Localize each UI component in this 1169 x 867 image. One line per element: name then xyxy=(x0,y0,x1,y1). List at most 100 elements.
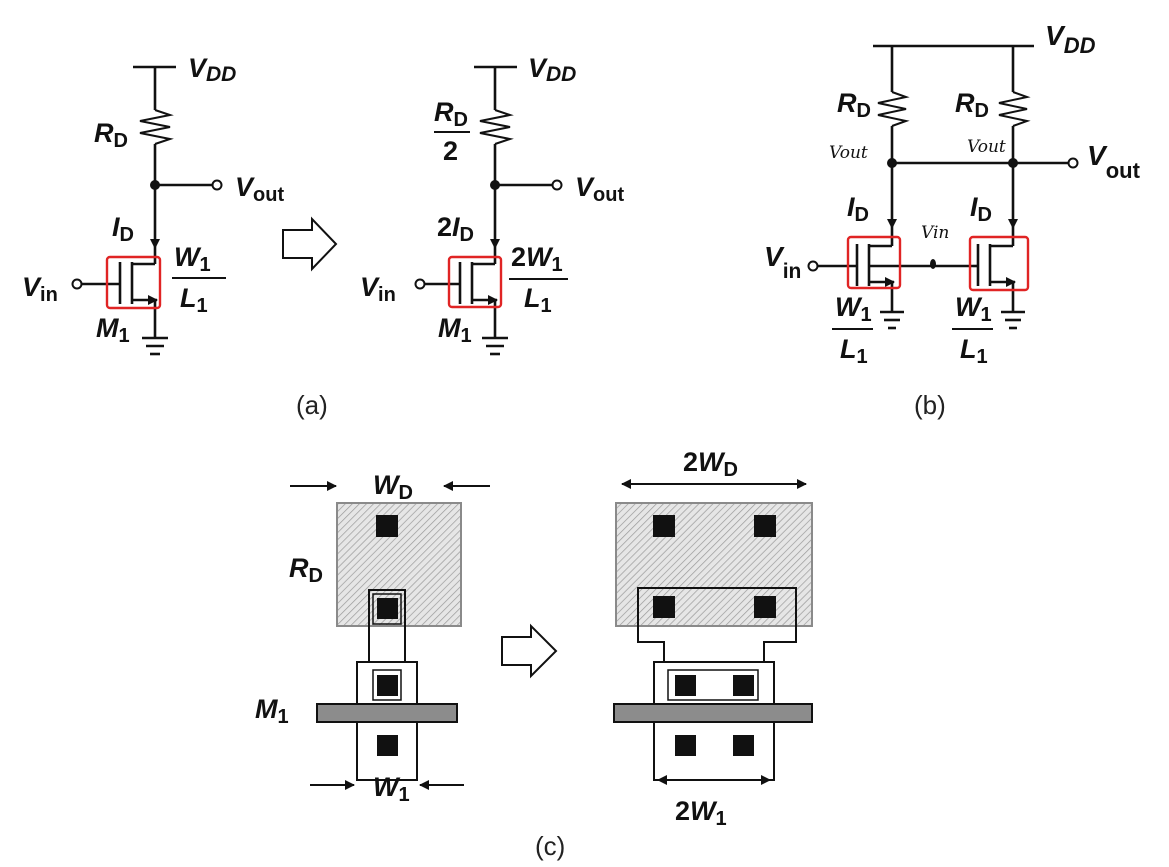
id-label: I xyxy=(112,212,120,242)
panel-c-scaled-layout: 2WD 2W1 xyxy=(613,447,813,830)
w12-label: W xyxy=(690,796,718,826)
id-label: I xyxy=(452,212,460,242)
wd2-label: W xyxy=(698,447,726,477)
w-ratio-num: W xyxy=(174,242,202,272)
id-label-sub: D xyxy=(120,224,134,246)
rd-left-label: R xyxy=(837,88,857,118)
vout-terminal xyxy=(1067,157,1079,169)
panel-c-layout: WD RD M1 W1 xyxy=(255,470,490,806)
id-left-label-sub: D xyxy=(855,204,869,226)
svg-text:2W1: 2W1 xyxy=(675,796,727,830)
m1-label: M xyxy=(255,694,278,724)
svg-text:L1: L1 xyxy=(840,334,868,368)
vdd-label: V xyxy=(528,53,548,83)
rd-label-sub: D xyxy=(309,565,323,587)
m1-left-transistor xyxy=(818,228,895,312)
ground-symbol xyxy=(142,336,168,356)
svg-text:Vin: Vin xyxy=(764,241,801,283)
svg-text:ID: ID xyxy=(847,192,869,226)
l-left-den-sub: 1 xyxy=(857,346,868,368)
rd-left-resistor xyxy=(877,91,910,127)
l-right-den: L xyxy=(960,334,977,364)
contact xyxy=(377,675,398,696)
rd-label: R xyxy=(94,118,114,148)
svg-text:L1: L1 xyxy=(180,283,208,317)
contact xyxy=(376,515,398,537)
gate-poly xyxy=(316,703,458,723)
l-right-den-sub: 1 xyxy=(977,346,988,368)
svg-text:L1: L1 xyxy=(960,334,988,368)
vout-label: V xyxy=(235,172,255,202)
svg-text:M1: M1 xyxy=(438,313,472,347)
rd-label-sub: D xyxy=(454,109,468,131)
transform-arrow xyxy=(282,216,338,272)
svg-text:Vin: Vin xyxy=(360,272,396,306)
svg-text:2W1: 2W1 xyxy=(511,242,563,276)
rd-right-label-sub: D xyxy=(975,100,989,122)
m1-label-sub: 1 xyxy=(119,325,130,347)
vdd-label-sub: DD xyxy=(1064,33,1096,58)
l-ratio-den-sub: 1 xyxy=(541,295,552,317)
w-left-num-sub: 1 xyxy=(860,304,871,326)
m1-transistor xyxy=(82,248,158,338)
contact xyxy=(754,515,776,537)
ground-right xyxy=(1001,310,1025,330)
svg-text:WD: WD xyxy=(373,470,413,504)
w-ratio-num-sub: 1 xyxy=(552,254,563,276)
vout-label-sub: out xyxy=(1106,158,1141,183)
vin-terminal xyxy=(71,278,83,290)
rd-label-sub: D xyxy=(114,130,128,152)
svg-text:M1: M1 xyxy=(96,313,130,347)
svg-text:W1: W1 xyxy=(835,292,872,326)
contact xyxy=(377,598,398,619)
annotation-box xyxy=(105,255,162,310)
vout-label-sub: out xyxy=(593,184,624,206)
svg-text:2ID: 2ID xyxy=(437,212,474,246)
vin-label: V xyxy=(360,272,380,302)
svg-text:Vout: Vout xyxy=(1087,140,1141,183)
caption-a: (a) xyxy=(296,390,328,420)
m1-label-sub: 1 xyxy=(278,706,289,728)
w-ratio-num-sub: 1 xyxy=(199,254,210,276)
contact xyxy=(675,735,696,756)
rd-right-resistor xyxy=(998,91,1031,127)
contact xyxy=(653,596,675,618)
caption-b: (b) xyxy=(914,390,946,420)
svg-text:2WD: 2WD xyxy=(683,447,738,481)
contact xyxy=(733,735,754,756)
svg-text:RD: RD xyxy=(94,118,128,152)
vdd-label: V xyxy=(188,53,208,83)
annotation-box-right xyxy=(968,235,1030,292)
handwritten-vout-right: Vout xyxy=(967,137,1006,157)
w-right-num: W xyxy=(955,292,983,322)
l-ratio-den: L xyxy=(180,283,197,313)
vdd-label-sub: DD xyxy=(206,63,236,86)
m1-label: M xyxy=(438,313,461,343)
vdd-label: V xyxy=(1045,20,1066,51)
svg-text:W1: W1 xyxy=(955,292,992,326)
vin-label-sub: in xyxy=(378,284,396,306)
w-multiplier: 2 xyxy=(511,242,526,272)
id-label-sub: D xyxy=(460,224,474,246)
contact xyxy=(377,735,398,756)
vin-label-sub: in xyxy=(40,284,58,306)
w1-label: W xyxy=(373,772,401,802)
rd-left-label-sub: D xyxy=(857,100,871,122)
id-left-label: I xyxy=(847,192,855,222)
vout-terminal xyxy=(551,179,563,191)
panel-a-scaled-circuit: VDD RD 2 Vout 2ID Vin M1 2W1 L1 xyxy=(360,53,624,356)
contact xyxy=(653,515,675,537)
id-right-label-sub: D xyxy=(978,204,992,226)
vdd-label-sub: DD xyxy=(546,63,576,86)
vin-terminal xyxy=(414,278,426,290)
handwritten-vout-left: Vout xyxy=(829,143,868,163)
rd-resistor xyxy=(139,109,174,145)
w-right-num-sub: 1 xyxy=(980,304,991,326)
svg-text:VDD: VDD xyxy=(188,53,236,86)
transform-arrow xyxy=(501,623,558,679)
contact xyxy=(675,675,696,696)
w1-label-sub: 1 xyxy=(398,784,409,806)
vout-label: V xyxy=(575,172,595,202)
vin-label: V xyxy=(764,241,785,272)
